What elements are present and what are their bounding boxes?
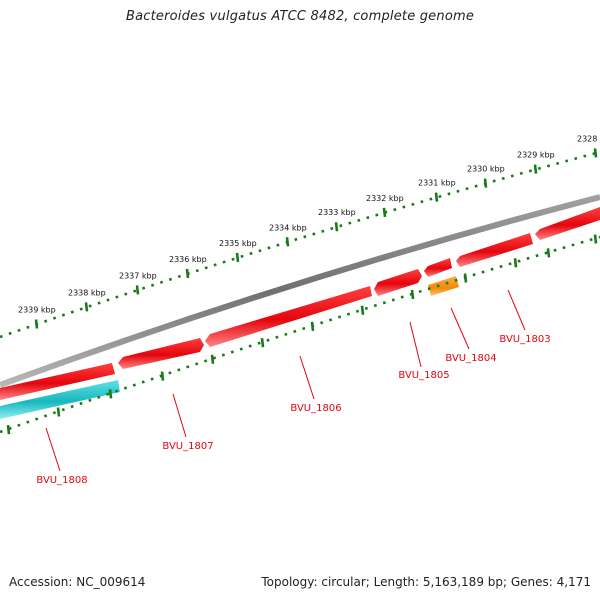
ruler-label: 2338 kbp (68, 288, 106, 297)
inner-ruler-major-tick (56, 407, 61, 417)
leader-bvu-1805 (409, 321, 422, 368)
genome-title: Bacteroides vulgatus ATCC 8482, complete… (125, 9, 475, 24)
outer-ruler-major-tick (34, 319, 39, 329)
gene-next-arrow (535, 207, 600, 240)
inner-ruler-major-tick (260, 338, 265, 348)
gene-bvu-1807-arrow (118, 338, 204, 369)
forward-strand-genes (0, 207, 600, 400)
ruler-label: 2329 kbp (517, 151, 555, 160)
gene-label-bvu-1807: BVU_1807 (162, 441, 213, 452)
inner-ruler-major-tick (593, 234, 598, 244)
outer-ruler: 2328 kbp 2329 kbp 2330 kbp 2331 kbp 2332 kbp… (0, 134, 600, 339)
inner-ruler-major-tick (410, 289, 415, 300)
inner-ruler-major-tick (360, 305, 365, 315)
inner-ruler-major-tick (210, 354, 215, 364)
genome-summary: Topology: circular; Length: 5,163,189 bp… (261, 575, 591, 589)
outer-ruler-major-tick (135, 285, 140, 295)
leader-bvu-1803 (507, 289, 526, 331)
gene-bvu-1808-forward (0, 363, 115, 400)
inner-ruler-major-tick (546, 248, 551, 258)
outer-ruler-major-tick (334, 222, 339, 232)
outer-ruler-major-tick (235, 252, 240, 263)
ruler-label: 2334 kbp (269, 223, 307, 232)
outer-ruler-major-tick (285, 237, 290, 247)
outer-ruler-major-tick (84, 302, 89, 312)
ruler-label: 2332 kbp (366, 194, 404, 203)
ruler-label: 2333 kbp (318, 208, 356, 217)
leader-bvu-1807 (172, 393, 187, 438)
outer-ruler-major-tick (185, 268, 190, 279)
ruler-label: 2339 kbp (18, 305, 56, 314)
gene-label-bvu-1808: BVU_1808 (36, 475, 87, 486)
ruler-label: 2328 kbp (577, 134, 600, 143)
inner-ruler (0, 234, 600, 435)
leader-bvu-1806 (299, 355, 315, 400)
gene-label-leaders (45, 289, 526, 472)
inner-ruler-major-tick (108, 389, 113, 399)
gene-bvu-1808-cyan (0, 380, 120, 419)
accession-label: Accession: NC_009614 (9, 575, 146, 589)
gene-bvu-1804-orange (428, 276, 459, 296)
ruler-label: 2337 kbp (119, 271, 157, 280)
ruler-label: 2331 kbp (418, 179, 456, 188)
inner-ruler-major-tick (310, 321, 315, 332)
reverse-strand-genes (0, 276, 459, 419)
outer-ruler-major-tick (593, 148, 598, 158)
gene-label-bvu-1805: BVU_1805 (398, 370, 449, 381)
leader-bvu-1808 (45, 427, 61, 472)
outer-ruler-major-tick (483, 178, 488, 188)
gene-bvu-1806-arrow (205, 286, 372, 347)
gene-labels: BVU_1803 BVU_1804 BVU_1805 BVU_1806 BVU_… (36, 334, 550, 486)
gene-bvu-1805-arrow (374, 269, 422, 296)
inner-ruler-major-tick (513, 258, 518, 268)
gene-label-bvu-1803: BVU_1803 (499, 334, 550, 345)
ruler-label: 2336 kbp (169, 255, 207, 264)
genome-backbone (0, 194, 600, 388)
inner-ruler-major-tick (463, 273, 468, 283)
outer-ruler-major-tick (434, 192, 439, 202)
gene-bvu-1804-forward-segment (424, 258, 452, 277)
leader-bvu-1804 (450, 307, 470, 350)
gene-label-bvu-1806: BVU_1806 (290, 403, 341, 414)
ruler-label: 2335 kbp (219, 239, 257, 248)
gene-bvu-1803-arrow (456, 233, 533, 267)
outer-ruler-major-tick (533, 164, 538, 174)
inner-ruler-major-tick (6, 425, 11, 435)
inner-ruler-major-tick (160, 371, 165, 381)
gene-label-bvu-1804: BVU_1804 (445, 353, 496, 364)
ruler-label: 2330 kbp (467, 165, 505, 174)
outer-ruler-major-tick (382, 207, 387, 217)
